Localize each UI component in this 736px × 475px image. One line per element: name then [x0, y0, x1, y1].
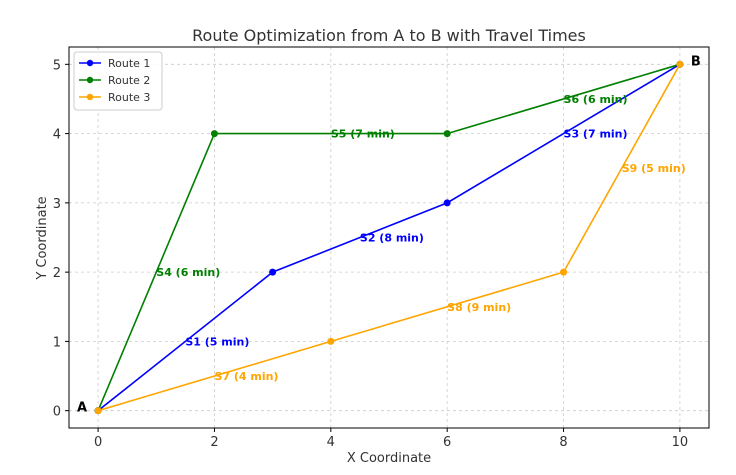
point-label-b: B: [691, 54, 701, 69]
legend: Route 1 Route 2 Route 3: [73, 51, 163, 111]
segment-label: S6 (6 min): [564, 93, 628, 106]
x-tick-label: 2: [210, 435, 218, 450]
legend-marker: [86, 76, 94, 84]
data-point-route-3: [560, 268, 568, 276]
ticks: 0 2 4 6 8 10 0 1 2 3 4 5: [53, 58, 688, 450]
series-line-route-3: [97, 63, 681, 412]
segment-labels: S1 (5 min) S2 (8 min) S3 (7 min) S4 (6 min)…: [77, 54, 701, 415]
y-tick-label: 0: [53, 405, 61, 420]
data-point-route-3: [94, 407, 102, 415]
data-point-route-2: [210, 130, 218, 138]
segment-label: S3 (7 min): [564, 128, 628, 141]
legend-entry-route-3: Route 3: [108, 91, 150, 104]
point-label-a: A: [77, 401, 87, 416]
legend-marker: [86, 59, 94, 67]
y-tick-label: 3: [53, 197, 61, 212]
x-axis-label: X Coordinate: [347, 451, 431, 466]
y-tick-label: 1: [53, 335, 61, 350]
plot-frame: [68, 46, 710, 429]
chart-title: Route Optimization from A to B with Trav…: [192, 26, 586, 45]
y-tick-label: 4: [53, 128, 61, 143]
y-axis-label: Y Coordinate: [35, 196, 50, 280]
data-point-route-3: [327, 337, 335, 345]
segment-label: S2 (8 min): [360, 232, 424, 245]
segment-label: S4 (6 min): [156, 266, 220, 279]
x-tick-label: 4: [327, 435, 335, 450]
series-line-route-1: [97, 63, 681, 412]
segment-label: S5 (7 min): [331, 128, 395, 141]
series-layer: [94, 60, 684, 415]
segment-label: S9 (5 min): [622, 162, 686, 175]
legend-marker: [86, 93, 94, 101]
y-tick-label: 5: [53, 58, 61, 73]
x-tick-label: 0: [94, 435, 102, 450]
x-tick-label: 8: [559, 435, 567, 450]
legend-entry-route-2: Route 2: [108, 74, 150, 87]
legend-entry-route-1: Route 1: [108, 57, 150, 70]
segment-label: S8 (9 min): [447, 301, 511, 314]
data-point-route-3: [676, 60, 684, 68]
segment-label: S7 (4 min): [214, 370, 278, 383]
data-point-route-2: [443, 130, 451, 138]
x-tick-label: 10: [672, 435, 689, 450]
data-point-route-1: [269, 268, 277, 276]
x-tick-label: 6: [443, 435, 451, 450]
segment-label: S1 (5 min): [185, 335, 249, 348]
y-tick-label: 2: [53, 266, 61, 281]
series-line-route-2: [97, 63, 681, 411]
data-point-route-1: [443, 199, 451, 207]
legend-box: [73, 51, 163, 111]
